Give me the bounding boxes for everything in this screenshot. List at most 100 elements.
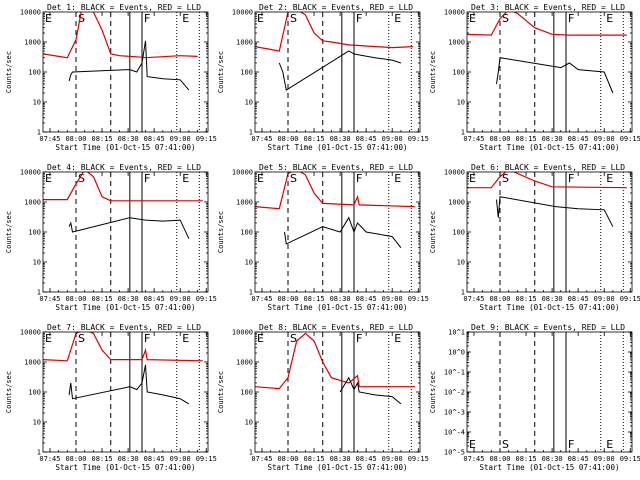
marker-label: E (257, 12, 264, 25)
marker-label: E (606, 438, 613, 451)
plot-frame (254, 171, 421, 293)
y-tick-label: 1000 (448, 199, 465, 207)
x-tick-label: 09:15 (196, 455, 217, 463)
y-axis-label: Counts/sec (429, 211, 437, 253)
y-axis-label: Counts/sec (5, 211, 13, 253)
y-tick-label: 1 (461, 289, 465, 297)
marker-label: E (394, 172, 401, 185)
x-tick-label: 08:30 (118, 135, 139, 143)
y-tick-label: 1000 (236, 39, 253, 47)
x-tick-label: 08:00 (489, 135, 510, 143)
x-tick-label: 08:30 (542, 295, 563, 303)
y-tick-label: 10 (457, 99, 465, 107)
lld-series-line (43, 172, 203, 202)
y-axis-label: Counts/sec (5, 51, 13, 93)
lld-series-line (467, 12, 627, 36)
y-tick-label: 100 (240, 229, 253, 237)
y-tick-label: 100 (452, 229, 465, 237)
x-axis-label: Start Time (01-Oct-15 07:41:00) (56, 463, 196, 472)
plot-frame (254, 331, 421, 453)
x-tick-label: 08:45 (356, 455, 377, 463)
y-tick-label: 1 (37, 129, 41, 137)
panel-title: Det 7: BLACK = Events, RED = LLD (47, 323, 201, 332)
y-axis-label: Counts/sec (429, 371, 437, 413)
marker-label: E (394, 12, 401, 25)
panel-title: Det 3: BLACK = Events, RED = LLD (471, 3, 625, 12)
plot-frame (466, 171, 633, 293)
marker-label: F (356, 12, 362, 25)
x-tick-label: 08:30 (330, 455, 351, 463)
y-tick-label: 10^-2 (444, 389, 465, 397)
marker-label: E (606, 172, 613, 185)
x-axis-label: Start Time (01-Oct-15 07:41:00) (56, 303, 196, 312)
x-tick-label: 08:30 (330, 295, 351, 303)
x-tick-label: 09:00 (382, 135, 403, 143)
x-tick-label: 09:00 (594, 135, 615, 143)
panel-title: Det 6: BLACK = Events, RED = LLD (471, 163, 625, 172)
marker-label: S (290, 172, 297, 185)
y-tick-label: 10^-5 (444, 449, 465, 457)
y-tick-label: 100 (240, 389, 253, 397)
x-tick-label: 08:00 (65, 135, 86, 143)
y-tick-label: 1 (37, 449, 41, 457)
y-tick-label: 10^-1 (444, 369, 465, 377)
marker-label: E (469, 172, 476, 185)
marker-label: F (568, 12, 574, 25)
x-tick-label: 08:30 (118, 295, 139, 303)
y-tick-label: 10000 (20, 329, 41, 337)
x-tick-label: 09:15 (620, 455, 640, 463)
y-tick-label: 1000 (236, 199, 253, 207)
x-tick-label: 08:00 (65, 295, 86, 303)
marker-label: E (257, 332, 264, 345)
marker-label: E (45, 12, 52, 25)
x-axis-label: Start Time (01-Oct-15 07:41:00) (56, 143, 196, 152)
events-series-line (68, 217, 190, 239)
y-tick-label: 10 (245, 99, 253, 107)
marker-label: S (290, 332, 297, 345)
x-tick-label: 08:45 (568, 455, 589, 463)
x-tick-label: 08:15 (304, 295, 325, 303)
x-tick-label: 09:00 (382, 455, 403, 463)
y-tick-label: 100 (28, 389, 41, 397)
x-tick-label: 08:30 (330, 135, 351, 143)
x-tick-label: 08:45 (356, 295, 377, 303)
y-axis-label: Counts/sec (217, 51, 225, 93)
panel-title: Det 8: BLACK = Events, RED = LLD (259, 323, 413, 332)
panel-title: Det 5: BLACK = Events, RED = LLD (259, 163, 413, 172)
x-tick-label: 09:00 (170, 135, 191, 143)
y-tick-label: 10 (33, 419, 41, 427)
y-axis-label: Counts/sec (5, 371, 13, 413)
plot-frame (42, 171, 209, 293)
x-tick-label: 09:00 (594, 295, 615, 303)
x-tick-label: 09:00 (382, 295, 403, 303)
x-tick-label: 08:15 (92, 295, 113, 303)
marker-label: S (502, 12, 509, 25)
y-tick-label: 100 (28, 229, 41, 237)
y-tick-label: 10 (245, 259, 253, 267)
x-tick-label: 08:00 (277, 135, 298, 143)
y-tick-label: 10^-3 (444, 409, 465, 417)
x-tick-label: 09:15 (620, 135, 640, 143)
x-axis-label: Start Time (01-Oct-15 07:41:00) (268, 143, 408, 152)
plot-frame (254, 11, 421, 133)
x-tick-label: 07:45 (251, 455, 272, 463)
x-tick-label: 09:15 (408, 295, 429, 303)
y-tick-label: 10000 (232, 329, 253, 337)
events-series-line (339, 376, 402, 405)
y-tick-label: 1 (37, 289, 41, 297)
marker-label: F (144, 172, 150, 185)
x-tick-label: 07:45 (251, 135, 272, 143)
x-tick-label: 08:15 (516, 135, 537, 143)
marker-label: F (144, 12, 150, 25)
events-series-line (278, 50, 402, 91)
x-tick-label: 08:00 (65, 455, 86, 463)
x-tick-label: 07:45 (463, 295, 484, 303)
marker-label: S (290, 12, 297, 25)
plot-frame (466, 331, 633, 453)
marker-label: F (356, 332, 362, 345)
x-tick-label: 09:15 (196, 135, 217, 143)
y-tick-label: 1000 (24, 199, 41, 207)
